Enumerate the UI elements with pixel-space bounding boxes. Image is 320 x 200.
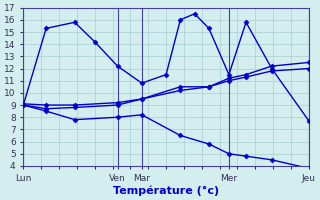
X-axis label: Température (°c): Température (°c) [113, 185, 219, 196]
